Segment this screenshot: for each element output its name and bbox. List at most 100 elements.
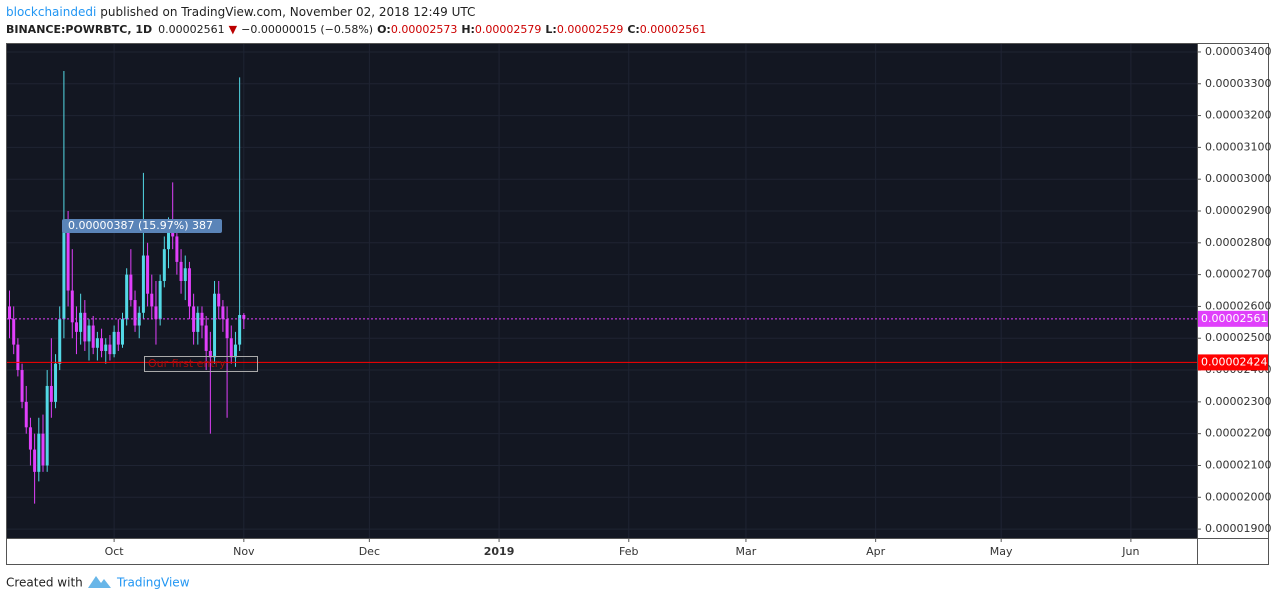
o-label: O: xyxy=(377,23,391,36)
brand[interactable]: TradingView xyxy=(116,576,190,590)
x-tick-label: Nov xyxy=(233,545,255,558)
last: 0.00002561 xyxy=(158,23,224,36)
candle-body xyxy=(238,315,242,345)
quote-line: BINANCE:POWRBTC, 1D 0.00002561 ▼ −0.0000001… xyxy=(6,23,706,36)
x-tick-label: Dec xyxy=(359,545,380,558)
candle-body xyxy=(179,261,183,281)
candle-body xyxy=(108,344,112,355)
candle-body xyxy=(196,312,200,332)
candle-body xyxy=(33,449,37,472)
candle-body xyxy=(100,338,104,351)
note: Our first entry xyxy=(148,357,226,370)
x-tick-label: May xyxy=(990,545,1013,558)
price-tag-label: 0.00002561 xyxy=(1201,312,1267,325)
author[interactable]: blockchaindedi xyxy=(6,5,96,19)
y-tick-label: 0.00002600 xyxy=(1205,299,1271,312)
price-tag xyxy=(1198,310,1268,327)
candle-body xyxy=(79,312,83,332)
y-tick-label: 0.00003400 xyxy=(1205,45,1271,58)
c: 0.00002561 xyxy=(640,23,706,36)
l: 0.00002529 xyxy=(557,23,623,36)
header-line: blockchaindedi published on TradingView.c… xyxy=(6,5,475,19)
candle-body xyxy=(217,293,221,307)
y-tick-label: 0.00003000 xyxy=(1205,172,1271,185)
candle-body xyxy=(104,344,108,351)
x-tick-label: Oct xyxy=(105,545,125,558)
measure-label: 0.00000387 (15.97%) 387 xyxy=(68,219,213,232)
candle-body xyxy=(129,274,133,301)
candle-body xyxy=(158,280,162,320)
candle-body xyxy=(49,385,53,402)
candle-body xyxy=(116,331,120,345)
candle-body xyxy=(66,226,70,291)
x-tick-label: Feb xyxy=(619,545,638,558)
y-tick-label: 0.00002800 xyxy=(1205,236,1271,249)
y-tick-label: 0.00002300 xyxy=(1205,395,1271,408)
x-tick-label: 2019 xyxy=(484,545,515,558)
candle-body xyxy=(112,331,116,355)
h-label: H: xyxy=(461,23,475,36)
candle-body xyxy=(54,363,58,402)
candle-body xyxy=(58,319,62,364)
o: 0.00002573 xyxy=(391,23,457,36)
logo[interactable] xyxy=(88,576,111,588)
y-tick-label: 0.00002700 xyxy=(1205,268,1271,281)
candle-body xyxy=(133,300,137,326)
candle-body xyxy=(200,312,204,326)
x-tick-label: Jun xyxy=(1121,545,1139,558)
l-label: L: xyxy=(545,23,556,36)
candle-body xyxy=(154,306,158,320)
price-tag xyxy=(1198,354,1268,371)
candle-body xyxy=(208,350,212,358)
arrow: ▼ xyxy=(229,23,238,36)
candle-body xyxy=(37,433,41,472)
candle-body xyxy=(91,325,95,348)
candle-body xyxy=(83,312,87,342)
candle-body xyxy=(225,319,229,339)
candle-body xyxy=(120,319,124,345)
candle-body xyxy=(175,236,179,262)
change: −0.00000015 (−0.58%) xyxy=(241,23,373,36)
candle-body xyxy=(41,433,45,466)
candle-body xyxy=(12,319,16,345)
candle-body xyxy=(242,315,246,319)
y-tick-label: 0.00003100 xyxy=(1205,140,1271,153)
y-tick-label: 0.00002000 xyxy=(1205,490,1271,503)
candle-body xyxy=(192,306,196,332)
measure-box xyxy=(62,219,222,233)
candle-body xyxy=(213,293,217,358)
candle-body xyxy=(70,290,74,323)
y-tick-label: 0.00002200 xyxy=(1205,427,1271,440)
published: published on TradingView.com, November 0… xyxy=(100,5,475,19)
candle-body xyxy=(74,322,78,332)
candle-body xyxy=(125,274,129,320)
axes: 0.00003400 0.00003300 0.00003200 0.00003100… xyxy=(105,45,1272,558)
created-with: Created with xyxy=(6,576,83,590)
x-tick-label: Apr xyxy=(866,545,886,558)
candle-body xyxy=(24,401,28,428)
candle-body xyxy=(95,338,99,348)
h: 0.00002579 xyxy=(475,23,541,36)
candle-body xyxy=(28,427,32,450)
candle-body xyxy=(162,249,166,281)
candle-body xyxy=(8,306,12,320)
candle-body xyxy=(150,293,154,307)
plot-area xyxy=(7,44,1197,538)
y-tick-label: 0.00001900 xyxy=(1205,522,1271,535)
candle-body xyxy=(183,268,187,281)
candle-body xyxy=(45,385,49,466)
note-box xyxy=(144,356,258,372)
candle-body xyxy=(167,226,171,250)
candle-body xyxy=(204,325,208,351)
frame xyxy=(6,43,1269,565)
grid xyxy=(7,44,1197,538)
candle-body xyxy=(221,306,225,320)
candle-body xyxy=(62,226,66,320)
symbol: BINANCE:POWRBTC, 1D xyxy=(6,23,152,36)
x-tick-label: Mar xyxy=(736,545,757,558)
candle-body xyxy=(233,344,237,358)
candles xyxy=(7,71,1197,504)
y-tick-label: 0.00002500 xyxy=(1205,331,1271,344)
y-tick-label: 0.00003300 xyxy=(1205,77,1271,90)
